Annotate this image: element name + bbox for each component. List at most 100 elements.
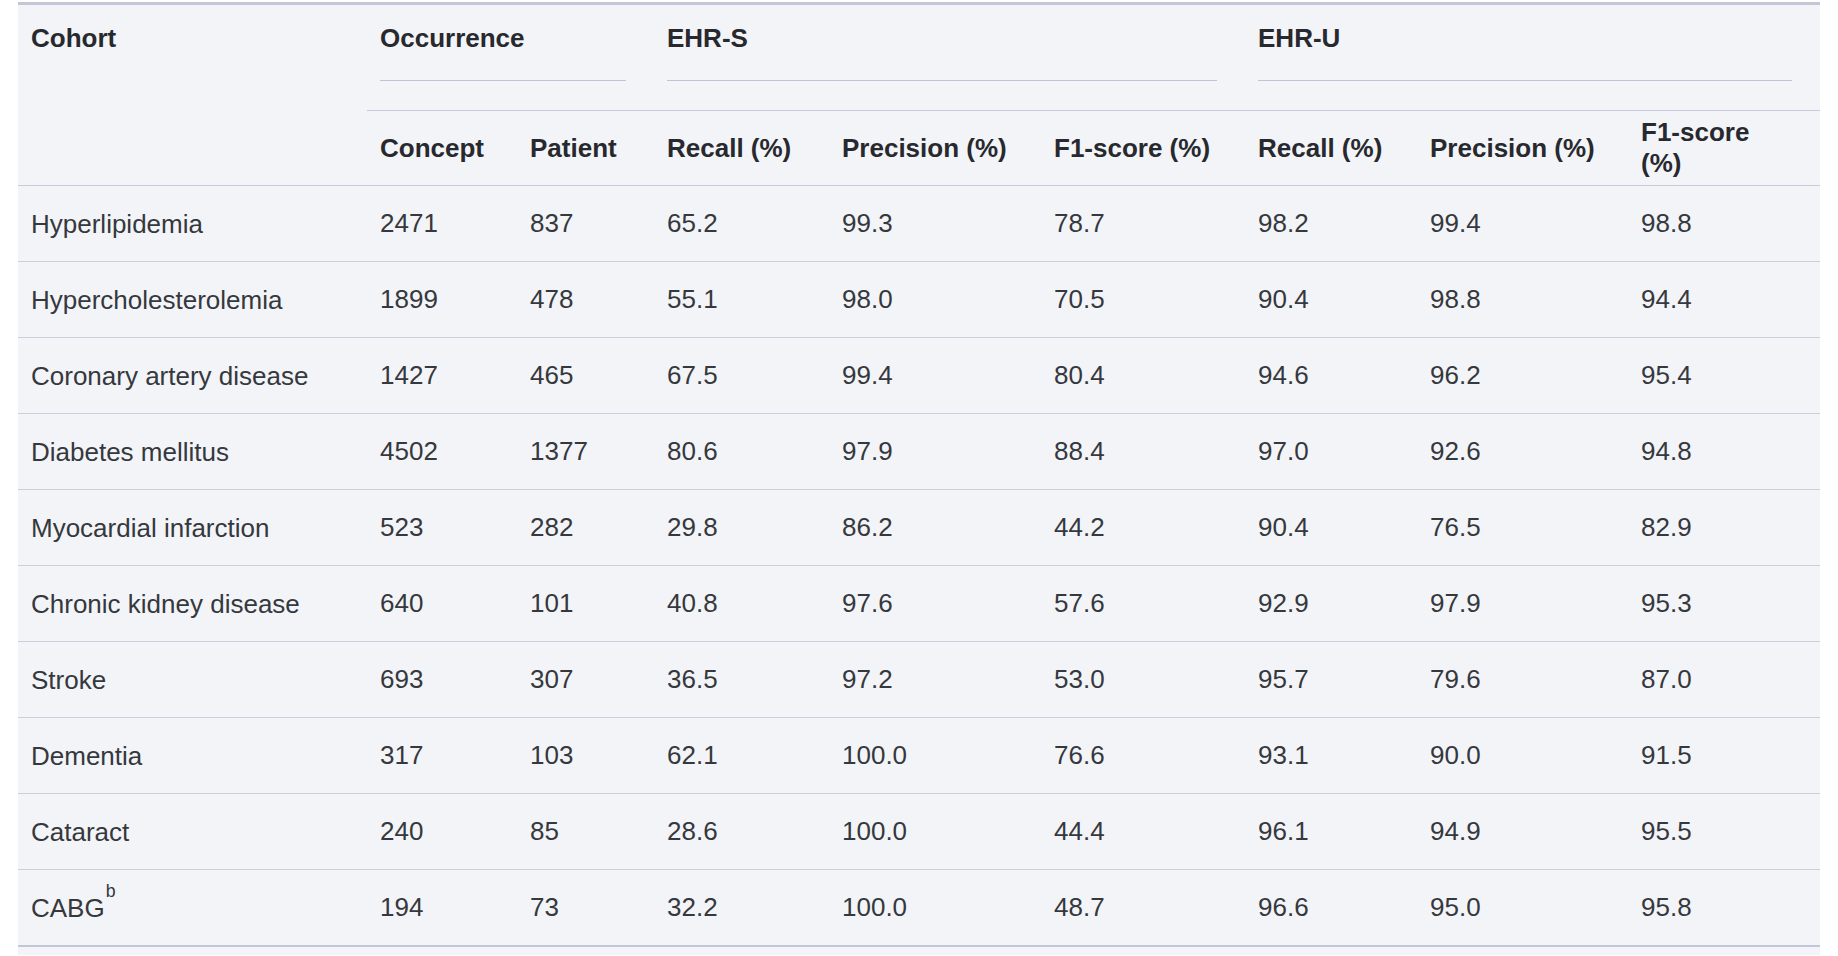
table-row: Chronic kidney disease 640 101 40.8 97.6… — [18, 566, 1820, 642]
cell-patient: 282 — [517, 490, 654, 566]
group-header-ehr-s: EHR-S — [654, 4, 1245, 111]
cell-precision-s: 97.2 — [829, 642, 1041, 718]
cell-recall-s: 32.2 — [654, 870, 829, 946]
cell-precision-u: 95.0 — [1417, 870, 1628, 946]
cell-concept: 4502 — [367, 414, 517, 490]
cell-concept: 1899 — [367, 262, 517, 338]
cell-concept: 194 — [367, 870, 517, 946]
cell-precision-u: 90.0 — [1417, 718, 1628, 794]
column-header-cohort: Cohort — [18, 4, 367, 186]
cell-f1-s: 70.5 — [1041, 262, 1245, 338]
table-row: Myocardial infarction 523 282 29.8 86.2 … — [18, 490, 1820, 566]
cell-patient: 103 — [517, 718, 654, 794]
cell-patient: 478 — [517, 262, 654, 338]
cell-f1-u: 95.8 — [1628, 870, 1820, 946]
group-header-occurrence: Occurrence — [367, 4, 654, 111]
cell-f1-u: 98.8 — [1628, 186, 1820, 262]
cell-f1-s: 76.6 — [1041, 718, 1245, 794]
cell-precision-u: 99.4 — [1417, 186, 1628, 262]
group-label-ehr-s: EHR-S — [667, 23, 1217, 81]
cohort-performance-table: Cohort Occurrence EHR-S EHR-U Concept Pa… — [18, 2, 1820, 947]
cell-f1-s: 48.7 — [1041, 870, 1245, 946]
cell-precision-s: 100.0 — [829, 794, 1041, 870]
cell-concept: 2471 — [367, 186, 517, 262]
cell-f1-u: 82.9 — [1628, 490, 1820, 566]
cell-precision-u: 97.9 — [1417, 566, 1628, 642]
column-header-concept: Concept — [367, 111, 517, 186]
cell-f1-s: 44.2 — [1041, 490, 1245, 566]
table-row: Stroke 693 307 36.5 97.2 53.0 95.7 79.6 … — [18, 642, 1820, 718]
cohort-name: Chronic kidney disease — [18, 566, 367, 642]
column-header-patient: Patient — [517, 111, 654, 186]
cell-f1-s: 78.7 — [1041, 186, 1245, 262]
cohort-name: Hypercholesterolemia — [18, 262, 367, 338]
column-header-precision-u: Precision (%) — [1417, 111, 1628, 186]
cell-precision-u: 92.6 — [1417, 414, 1628, 490]
cell-concept: 693 — [367, 642, 517, 718]
column-header-recall-u: Recall (%) — [1245, 111, 1417, 186]
cohort-name: Cataract — [18, 794, 367, 870]
cell-precision-s: 97.6 — [829, 566, 1041, 642]
cell-recall-u: 90.4 — [1245, 262, 1417, 338]
group-header-ehr-u: EHR-U — [1245, 4, 1820, 111]
table-row: Cataract 240 85 28.6 100.0 44.4 96.1 94.… — [18, 794, 1820, 870]
cell-patient: 101 — [517, 566, 654, 642]
cell-recall-u: 96.6 — [1245, 870, 1417, 946]
column-header-precision-s: Precision (%) — [829, 111, 1041, 186]
cell-patient: 307 — [517, 642, 654, 718]
cell-recall-s: 65.2 — [654, 186, 829, 262]
cohort-name: Myocardial infarction — [18, 490, 367, 566]
cell-f1-u: 94.4 — [1628, 262, 1820, 338]
group-header-row: Cohort Occurrence EHR-S EHR-U — [18, 4, 1820, 111]
cell-recall-s: 67.5 — [654, 338, 829, 414]
table-row: Coronary artery disease 1427 465 67.5 99… — [18, 338, 1820, 414]
cell-f1-s: 53.0 — [1041, 642, 1245, 718]
cell-f1-u: 95.5 — [1628, 794, 1820, 870]
column-header-f1-s: F1-score (%) — [1041, 111, 1245, 186]
cell-f1-u: 87.0 — [1628, 642, 1820, 718]
cell-concept: 523 — [367, 490, 517, 566]
cohort-name: Stroke — [18, 642, 367, 718]
cell-patient: 73 — [517, 870, 654, 946]
cell-f1-s: 57.6 — [1041, 566, 1245, 642]
cell-recall-s: 40.8 — [654, 566, 829, 642]
cell-precision-u: 76.5 — [1417, 490, 1628, 566]
cell-f1-u: 95.4 — [1628, 338, 1820, 414]
cell-concept: 240 — [367, 794, 517, 870]
table-row: CABGb 194 73 32.2 100.0 48.7 96.6 95.0 9… — [18, 870, 1820, 946]
cell-precision-u: 94.9 — [1417, 794, 1628, 870]
cell-patient: 837 — [517, 186, 654, 262]
cell-precision-s: 86.2 — [829, 490, 1041, 566]
cell-precision-s: 100.0 — [829, 718, 1041, 794]
column-header-recall-s: Recall (%) — [654, 111, 829, 186]
table-row: Diabetes mellitus 4502 1377 80.6 97.9 88… — [18, 414, 1820, 490]
cell-recall-u: 90.4 — [1245, 490, 1417, 566]
cell-patient: 85 — [517, 794, 654, 870]
cell-recall-u: 93.1 — [1245, 718, 1417, 794]
group-label-occurrence: Occurrence — [380, 23, 626, 81]
table-header: Cohort Occurrence EHR-S EHR-U Concept Pa… — [18, 4, 1820, 186]
cell-recall-s: 36.5 — [654, 642, 829, 718]
cell-precision-u: 79.6 — [1417, 642, 1628, 718]
cell-recall-s: 55.1 — [654, 262, 829, 338]
cell-recall-s: 29.8 — [654, 490, 829, 566]
cell-precision-u: 98.8 — [1417, 262, 1628, 338]
cell-precision-s: 99.4 — [829, 338, 1041, 414]
cell-recall-s: 80.6 — [654, 414, 829, 490]
cell-recall-s: 62.1 — [654, 718, 829, 794]
table-body: Hyperlipidemia 2471 837 65.2 99.3 78.7 9… — [18, 186, 1820, 946]
cell-recall-u: 98.2 — [1245, 186, 1417, 262]
cell-f1-u: 91.5 — [1628, 718, 1820, 794]
cell-precision-s: 97.9 — [829, 414, 1041, 490]
cohort-name: Hyperlipidemia — [18, 186, 367, 262]
cell-patient: 1377 — [517, 414, 654, 490]
cell-concept: 1427 — [367, 338, 517, 414]
cell-f1-s: 44.4 — [1041, 794, 1245, 870]
cell-patient: 465 — [517, 338, 654, 414]
cohort-name: Coronary artery disease — [18, 338, 367, 414]
cell-recall-u: 95.7 — [1245, 642, 1417, 718]
group-label-ehr-u: EHR-U — [1258, 23, 1792, 81]
cell-concept: 640 — [367, 566, 517, 642]
table-row: Hyperlipidemia 2471 837 65.2 99.3 78.7 9… — [18, 186, 1820, 262]
table-row: Dementia 317 103 62.1 100.0 76.6 93.1 90… — [18, 718, 1820, 794]
